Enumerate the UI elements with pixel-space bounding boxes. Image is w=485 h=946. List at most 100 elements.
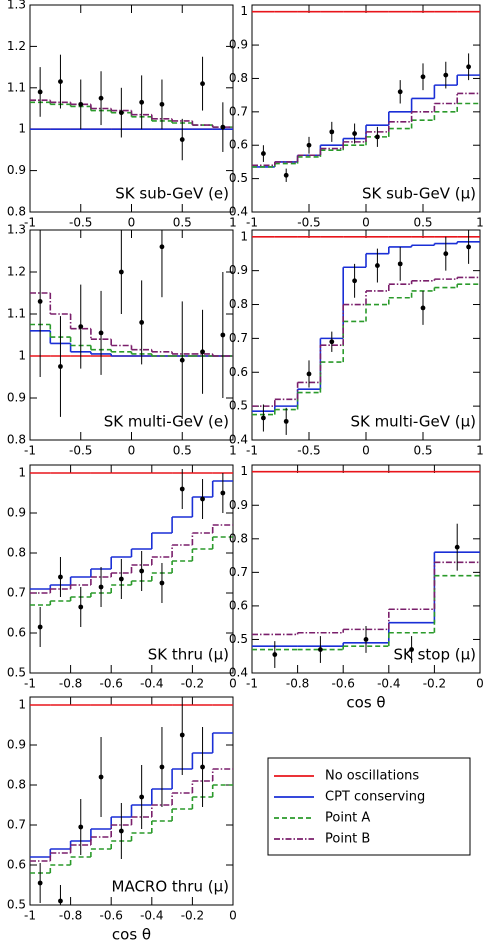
x-tick-label: -0.5 bbox=[69, 444, 92, 458]
data-point bbox=[139, 99, 145, 105]
y-tick-label: 0.5 bbox=[7, 898, 26, 912]
legend-label: No oscillations bbox=[325, 769, 419, 784]
y-tick-label: 0.9 bbox=[7, 506, 26, 520]
legend-label: Point B bbox=[325, 832, 370, 847]
y-tick-label: 1 bbox=[18, 349, 26, 363]
data-point bbox=[420, 305, 426, 311]
data-point bbox=[261, 151, 266, 156]
data-point bbox=[443, 72, 449, 78]
y-tick-label: 1.2 bbox=[7, 265, 26, 279]
x-axis-label: cos θ bbox=[346, 694, 385, 712]
data-point bbox=[375, 263, 380, 268]
x-tick-label: 1 bbox=[229, 216, 237, 230]
data-point bbox=[220, 332, 226, 338]
data-point bbox=[98, 95, 104, 101]
x-tick-label: 0 bbox=[229, 677, 237, 691]
y-tick-label: 0.9 bbox=[229, 38, 248, 52]
y-tick-label: 0.7 bbox=[229, 104, 248, 118]
x-tick-label: -0.2 bbox=[181, 677, 204, 691]
x-tick-label: 1 bbox=[476, 216, 484, 230]
y-tick-label: 0.5 bbox=[229, 399, 248, 413]
y-tick-label: 0.5 bbox=[7, 666, 26, 680]
panel: 0.40.50.60.70.80.91-1 -0.8 -0.6 -0.4 -0.2 0SK… bbox=[229, 464, 484, 711]
data-point bbox=[200, 349, 205, 355]
data-point bbox=[352, 278, 357, 284]
data-point bbox=[118, 576, 124, 582]
panel: 0.40.50.60.70.80.91-1 -0.5 0 0.5 1SK multi-G… bbox=[229, 229, 484, 457]
data-point bbox=[37, 89, 43, 95]
data-point bbox=[397, 89, 403, 95]
data-point bbox=[420, 74, 426, 80]
panel: 0.5 0.6 0.7 0.8 0.9 1 -1 -0.8 -0.6 -0.4 -0.2 0SK th… bbox=[7, 464, 237, 691]
legend-label: Point A bbox=[325, 811, 370, 826]
data-point bbox=[179, 137, 185, 142]
x-tick-label: -0.4 bbox=[377, 677, 400, 691]
y-tick-label: 0.6 bbox=[7, 858, 26, 872]
data-point bbox=[200, 764, 205, 770]
x-tick-label: 0 bbox=[362, 216, 370, 230]
x-tick-label: 0.5 bbox=[173, 216, 192, 230]
data-point bbox=[466, 64, 471, 70]
x-tick-label: -0.4 bbox=[140, 909, 163, 923]
y-tick-label: 0.6 bbox=[229, 598, 248, 612]
y-tick-label: 0.8 bbox=[7, 778, 26, 792]
data-point bbox=[78, 324, 84, 329]
x-tick-label: -1 bbox=[24, 677, 36, 691]
panel-label: SK multi-GeV (μ) bbox=[350, 413, 476, 431]
legend: No oscillations CPT conserving Point A Poin… bbox=[267, 757, 471, 856]
plot-frame bbox=[29, 464, 234, 674]
x-tick-label: -0.6 bbox=[331, 677, 354, 691]
data-point bbox=[318, 647, 323, 652]
y-tick-label: 1 bbox=[18, 698, 26, 712]
y-tick-label: 0.7 bbox=[229, 331, 248, 345]
data-point bbox=[179, 357, 185, 363]
data-point bbox=[159, 580, 165, 586]
x-tick-label: -1 bbox=[24, 909, 36, 923]
data-point bbox=[220, 124, 226, 130]
data-point bbox=[397, 261, 403, 267]
x-tick-label: -1 bbox=[24, 216, 36, 230]
y-tick-label: 0.8 bbox=[7, 546, 26, 560]
data-point bbox=[159, 244, 165, 250]
y-tick-label: 0.9 bbox=[7, 738, 26, 752]
data-point bbox=[98, 330, 104, 336]
data-point bbox=[329, 339, 335, 345]
panel-label: SK thru (μ) bbox=[148, 646, 229, 664]
data-point bbox=[306, 142, 312, 148]
data-point bbox=[283, 418, 289, 424]
data-point bbox=[139, 794, 145, 800]
y-tick-label: 1.1 bbox=[7, 307, 26, 321]
data-point bbox=[375, 134, 380, 140]
y-tick-label: 0.8 bbox=[229, 531, 248, 545]
data-point bbox=[272, 652, 278, 657]
y-tick-label: 1 bbox=[240, 4, 248, 18]
x-tick-label: -0.8 bbox=[59, 677, 82, 691]
data-point bbox=[261, 415, 266, 421]
data-point bbox=[159, 764, 165, 770]
y-tick-label: 0.9 bbox=[7, 391, 26, 405]
data-point bbox=[139, 568, 145, 574]
data-point bbox=[200, 496, 205, 502]
x-axis-label: cos θ bbox=[112, 926, 151, 944]
x-tick-label: 1 bbox=[476, 444, 484, 458]
x-tick-label: -0.8 bbox=[59, 909, 82, 923]
y-tick-label: 1.2 bbox=[7, 39, 26, 53]
panel: 0.40.50.60.70.80.91-1 -0.5 0 0.5 1SK sub-GeV… bbox=[229, 4, 484, 229]
x-tick-label: -0.5 bbox=[297, 216, 320, 230]
panel-label: SK multi-GeV (e) bbox=[104, 413, 229, 431]
panel-label: MACRO thru (μ) bbox=[112, 878, 230, 896]
data-point bbox=[98, 774, 104, 780]
y-tick-label: 1.1 bbox=[7, 80, 26, 94]
plot-area bbox=[30, 230, 233, 419]
legend-label: CPT conserving bbox=[325, 790, 425, 805]
plot-area bbox=[30, 54, 233, 161]
data-point bbox=[283, 172, 289, 178]
panel-label: SK sub-GeV (μ) bbox=[362, 185, 476, 203]
data-point bbox=[179, 486, 185, 492]
y-tick-label: 0.6 bbox=[229, 138, 248, 152]
x-tick-label: -0.6 bbox=[99, 909, 122, 923]
y-tick-label: 0.8 bbox=[7, 433, 26, 447]
x-tick-label: -0.5 bbox=[69, 216, 92, 230]
data-point bbox=[58, 364, 63, 369]
